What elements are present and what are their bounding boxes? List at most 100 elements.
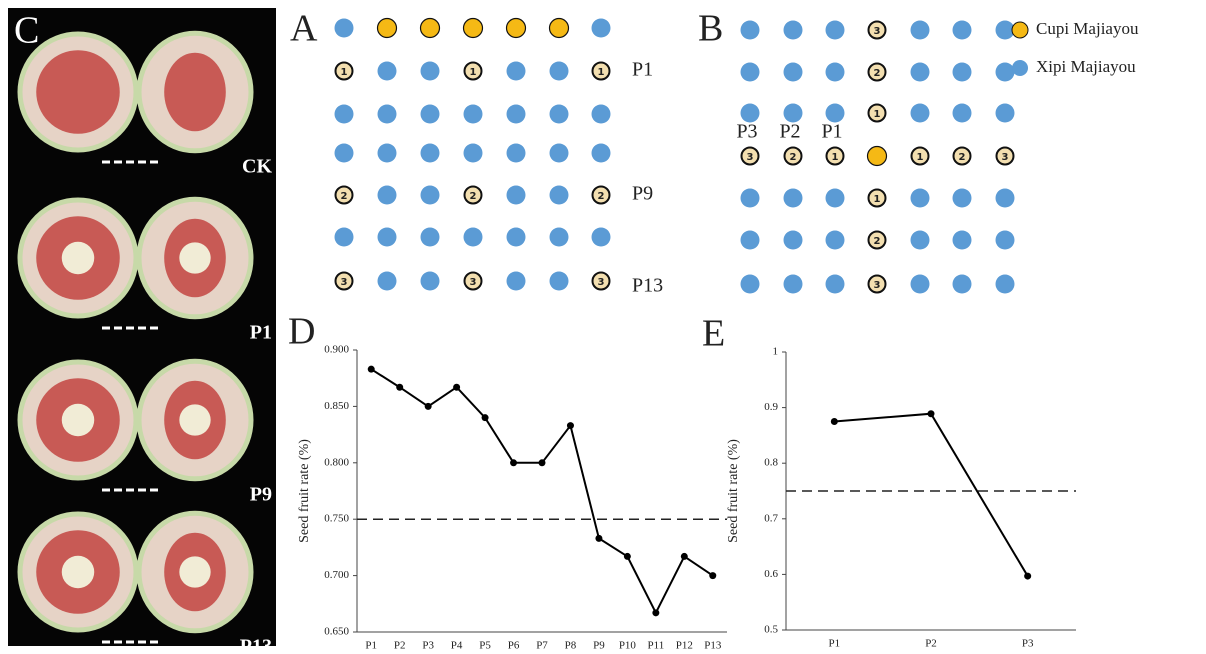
xipi-tree (378, 144, 397, 163)
data-point (928, 410, 935, 417)
xipi-tree (421, 228, 440, 247)
xipi-tree (741, 21, 760, 40)
xipi-tree (784, 275, 803, 294)
xipi-tree (464, 228, 483, 247)
panel-label: B (698, 8, 723, 50)
data-point (539, 459, 546, 466)
cupi-tree (507, 19, 526, 38)
xipi-tree (996, 231, 1015, 250)
data-point (681, 553, 688, 560)
y-axis-title: Seed fruit rate (%) (297, 439, 312, 543)
tree-number: 3 (598, 277, 605, 288)
data-point (652, 609, 659, 616)
col-label: P1 (821, 121, 842, 143)
xipi-tree (953, 189, 972, 208)
x-tick-label: P8 (565, 640, 577, 652)
xipi-tree (550, 105, 569, 124)
cupi-tree (868, 147, 887, 166)
tree-number: 2 (598, 191, 605, 202)
tree-number: 3 (874, 26, 881, 37)
tree-number: 2 (790, 152, 797, 163)
xipi-tree (996, 275, 1015, 294)
xipi-tree (464, 105, 483, 124)
tree-number: 2 (959, 152, 966, 163)
panel-label: C (14, 10, 39, 52)
y-tick-label: 0.900 (324, 344, 349, 356)
tree-number: 3 (470, 277, 477, 288)
data-point (624, 553, 631, 560)
xipi-tree (507, 228, 526, 247)
col-label: P3 (736, 121, 757, 143)
y-tick-label: 0.650 (324, 626, 349, 638)
data-point (482, 414, 489, 421)
legend-label: Cupi Majiayou (1036, 19, 1139, 38)
x-tick-label: P4 (451, 640, 463, 652)
tree-number: 2 (874, 236, 881, 247)
panel-label: D (288, 311, 315, 353)
xipi-tree (592, 19, 611, 38)
tree-number: 1 (598, 67, 605, 78)
y-tick-label: 0.9 (764, 401, 778, 413)
data-point (425, 403, 432, 410)
x-tick-label: P6 (508, 640, 520, 652)
x-tick-label: P12 (676, 640, 693, 652)
legend-label: Xipi Majiayou (1036, 57, 1136, 76)
tree-number: 1 (341, 67, 348, 78)
xipi-tree (335, 144, 354, 163)
fruit-flesh (164, 53, 226, 131)
xipi-tree (421, 144, 440, 163)
xipi-tree (953, 21, 972, 40)
x-tick-label: P9 (593, 640, 605, 652)
xipi-tree (378, 272, 397, 291)
xipi-tree (784, 63, 803, 82)
xipi-tree (826, 189, 845, 208)
fruit-flesh (36, 50, 120, 134)
xipi-tree (741, 275, 760, 294)
y-tick-label: 0.7 (764, 512, 778, 524)
xipi-tree (826, 231, 845, 250)
x-tick-label: P10 (619, 640, 637, 652)
xipi-tree (507, 105, 526, 124)
data-line (834, 414, 1027, 576)
x-tick-label: P11 (647, 640, 664, 652)
tree-number: 2 (341, 191, 348, 202)
tree-number: 1 (874, 109, 881, 120)
xipi-tree (911, 231, 930, 250)
y-axis-title: Seed fruit rate (%) (726, 439, 741, 543)
xipi-tree (592, 144, 611, 163)
tree-number: 3 (1002, 152, 1009, 163)
xipi-tree (826, 63, 845, 82)
data-point (453, 384, 460, 391)
xipi-tree (911, 21, 930, 40)
xipi-tree (378, 105, 397, 124)
data-point (595, 535, 602, 542)
xipi-tree (421, 272, 440, 291)
xipi-tree (741, 189, 760, 208)
xipi-tree (550, 186, 569, 205)
panel-label: E (702, 313, 725, 355)
data-point (510, 459, 517, 466)
figure: CCKP1P9P13A111222333P1P9P13B321321123123… (0, 0, 1206, 654)
xipi-tree (953, 231, 972, 250)
data-point (368, 366, 375, 373)
xipi-tree (953, 63, 972, 82)
x-tick-label: P2 (925, 638, 937, 650)
row-label: P13 (632, 275, 663, 297)
fruit-seeds (62, 242, 94, 274)
x-tick-label: P5 (479, 640, 491, 652)
y-tick-label: 0.850 (324, 400, 349, 412)
tree-number: 2 (874, 68, 881, 79)
tree-number: 1 (832, 152, 839, 163)
row-label: P1 (632, 59, 653, 81)
xipi-tree (507, 186, 526, 205)
y-tick-label: 1 (773, 346, 779, 358)
data-point (567, 422, 574, 429)
xipi-tree (378, 228, 397, 247)
fruit-seeds (62, 404, 94, 436)
data-point (709, 572, 716, 579)
y-tick-label: 0.8 (764, 457, 778, 469)
xipi-tree (911, 104, 930, 123)
xipi-tree (335, 19, 354, 38)
cupi-tree (550, 19, 569, 38)
xipi-tree (826, 21, 845, 40)
